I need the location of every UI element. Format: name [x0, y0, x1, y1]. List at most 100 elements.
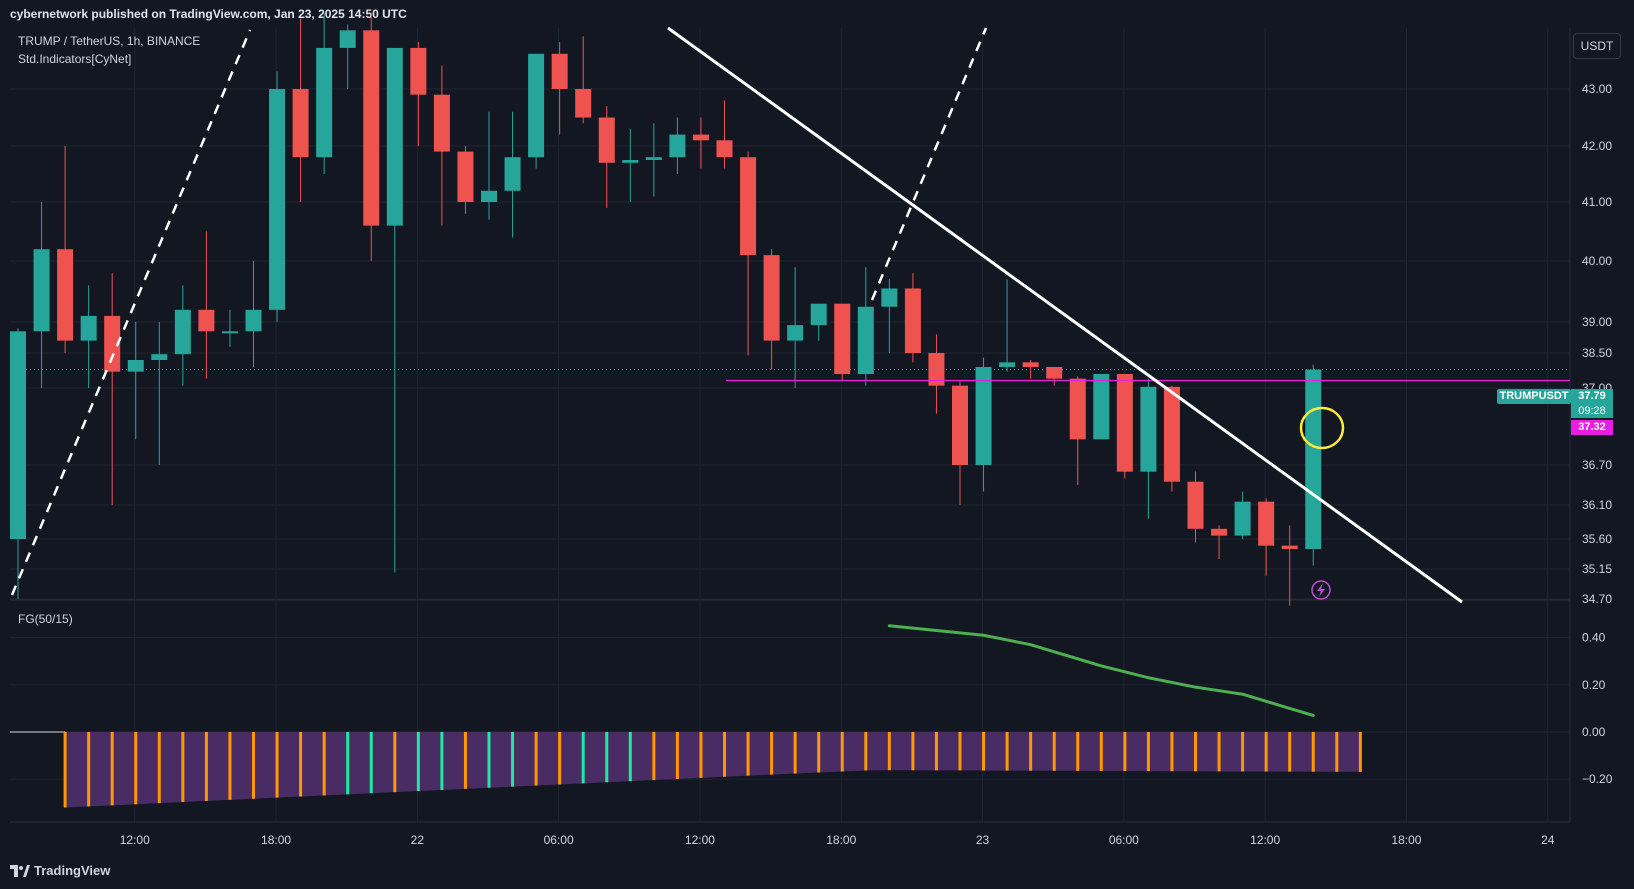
oscillator-bar: [299, 732, 303, 797]
candle: [198, 231, 215, 379]
candlestick-series: [10, 12, 1322, 606]
oscillator-bar: [1288, 732, 1292, 772]
price-axis: 43.0042.0041.0040.0039.0038.5037.0036.70…: [1582, 82, 1612, 606]
candle-body: [1163, 386, 1180, 482]
grid-lines: [10, 28, 1571, 823]
candle: [622, 128, 639, 202]
oscillator-tick-label: 0.40: [1582, 631, 1606, 645]
oscillator-bar: [157, 732, 161, 804]
candle-body: [834, 303, 851, 374]
candle-body: [104, 315, 121, 372]
candle-body: [1046, 367, 1063, 379]
price-tick-label: 36.70: [1582, 458, 1612, 472]
candle-body: [245, 309, 262, 332]
candle: [716, 100, 733, 169]
price-tick-label: 36.10: [1582, 498, 1612, 512]
oscillator-bar: [840, 732, 844, 772]
candle: [363, 12, 380, 261]
oscillator-bar: [1335, 732, 1339, 772]
oscillator-bar: [1170, 732, 1174, 772]
oscillator-bar: [581, 732, 585, 784]
bar-countdown-tag: 09:28: [1571, 404, 1613, 418]
candle: [740, 151, 757, 356]
oscillator-bar: [1264, 732, 1268, 772]
time-tick-label: 12:00: [120, 833, 150, 847]
candle-body: [339, 30, 356, 48]
candle-body: [692, 134, 709, 141]
time-tick-label: 22: [411, 833, 425, 847]
price-tick-label: 34.70: [1582, 592, 1612, 606]
published-header: cybernetwork published on TradingView.co…: [10, 7, 407, 21]
price-tick-label: 41.00: [1582, 195, 1612, 209]
flash-signal-icon: [1311, 580, 1331, 600]
oscillator-bar: [652, 732, 656, 781]
candle: [410, 42, 427, 146]
candle: [174, 285, 191, 386]
candle: [504, 111, 521, 238]
candle: [33, 202, 50, 388]
candle: [57, 146, 74, 353]
oscillator-bar: [1099, 732, 1103, 771]
candle: [1258, 498, 1275, 576]
time-tick-label: 24: [1541, 833, 1555, 847]
candle-body: [928, 353, 945, 386]
candle-body: [1234, 501, 1251, 536]
oscillator-bar: [958, 732, 962, 771]
oscillator-bar: [393, 732, 397, 793]
candle-body: [1305, 369, 1322, 549]
oscillator-bar: [911, 732, 915, 771]
oscillator-bar: [1029, 732, 1033, 771]
time-tick-label: 12:00: [685, 833, 715, 847]
candle-body: [457, 151, 474, 202]
oscillator-legend[interactable]: FG(50/15): [18, 612, 73, 626]
candle-body: [10, 331, 26, 539]
oscillator-bar: [87, 732, 91, 807]
candle-body: [551, 53, 568, 89]
flash-bolt: [1317, 583, 1325, 597]
oscillator-bar: [817, 732, 821, 773]
candle: [1305, 364, 1322, 566]
candle-body: [810, 303, 827, 326]
price-tick-label: 35.60: [1582, 532, 1612, 546]
candle-body: [1140, 386, 1157, 472]
oscillator-bar: [1123, 732, 1127, 772]
oscillator-bar: [770, 732, 774, 775]
time-tick-label: 06:00: [1109, 833, 1139, 847]
tradingview-brand[interactable]: TradingView: [10, 863, 110, 878]
oscillator-bar: [1241, 732, 1245, 772]
price-tick-label: 42.00: [1582, 139, 1612, 153]
candle: [763, 249, 780, 370]
tradingview-logo-icon: [10, 864, 30, 877]
oscillator-bar: [416, 732, 420, 792]
oscillator-bar: [322, 732, 326, 796]
candle-body: [316, 47, 333, 158]
indicator-legend[interactable]: Std.Indicators[CyNet]: [18, 52, 132, 66]
oscillator-bar: [1311, 732, 1315, 772]
candle: [245, 261, 262, 367]
candle: [80, 285, 97, 388]
candle-body: [975, 367, 992, 465]
oscillator-bar: [1358, 732, 1362, 772]
candle: [433, 65, 450, 226]
candle: [551, 42, 568, 135]
oscillator-bar: [558, 732, 562, 785]
currency-unit-button[interactable]: USDT: [1573, 33, 1621, 59]
oscillator-tick-label: −0.20: [1582, 772, 1613, 786]
candle: [692, 117, 709, 169]
candle: [834, 303, 851, 381]
candle: [1069, 376, 1086, 485]
candle: [269, 71, 286, 322]
candle: [1046, 367, 1063, 386]
oscillator-bar: [1052, 732, 1056, 771]
candle-body: [952, 385, 968, 465]
candle-body: [433, 94, 450, 152]
oscillator-bar: [252, 732, 255, 799]
oscillator-bar: [369, 732, 373, 794]
candle: [1281, 525, 1298, 606]
candle: [481, 111, 497, 220]
ascending-dashed-line: [10, 29, 252, 596]
candle-body: [622, 160, 639, 163]
symbol-legend[interactable]: TRUMP / TetherUS, 1h, BINANCE: [18, 34, 201, 48]
oscillator-bar: [1005, 732, 1009, 771]
